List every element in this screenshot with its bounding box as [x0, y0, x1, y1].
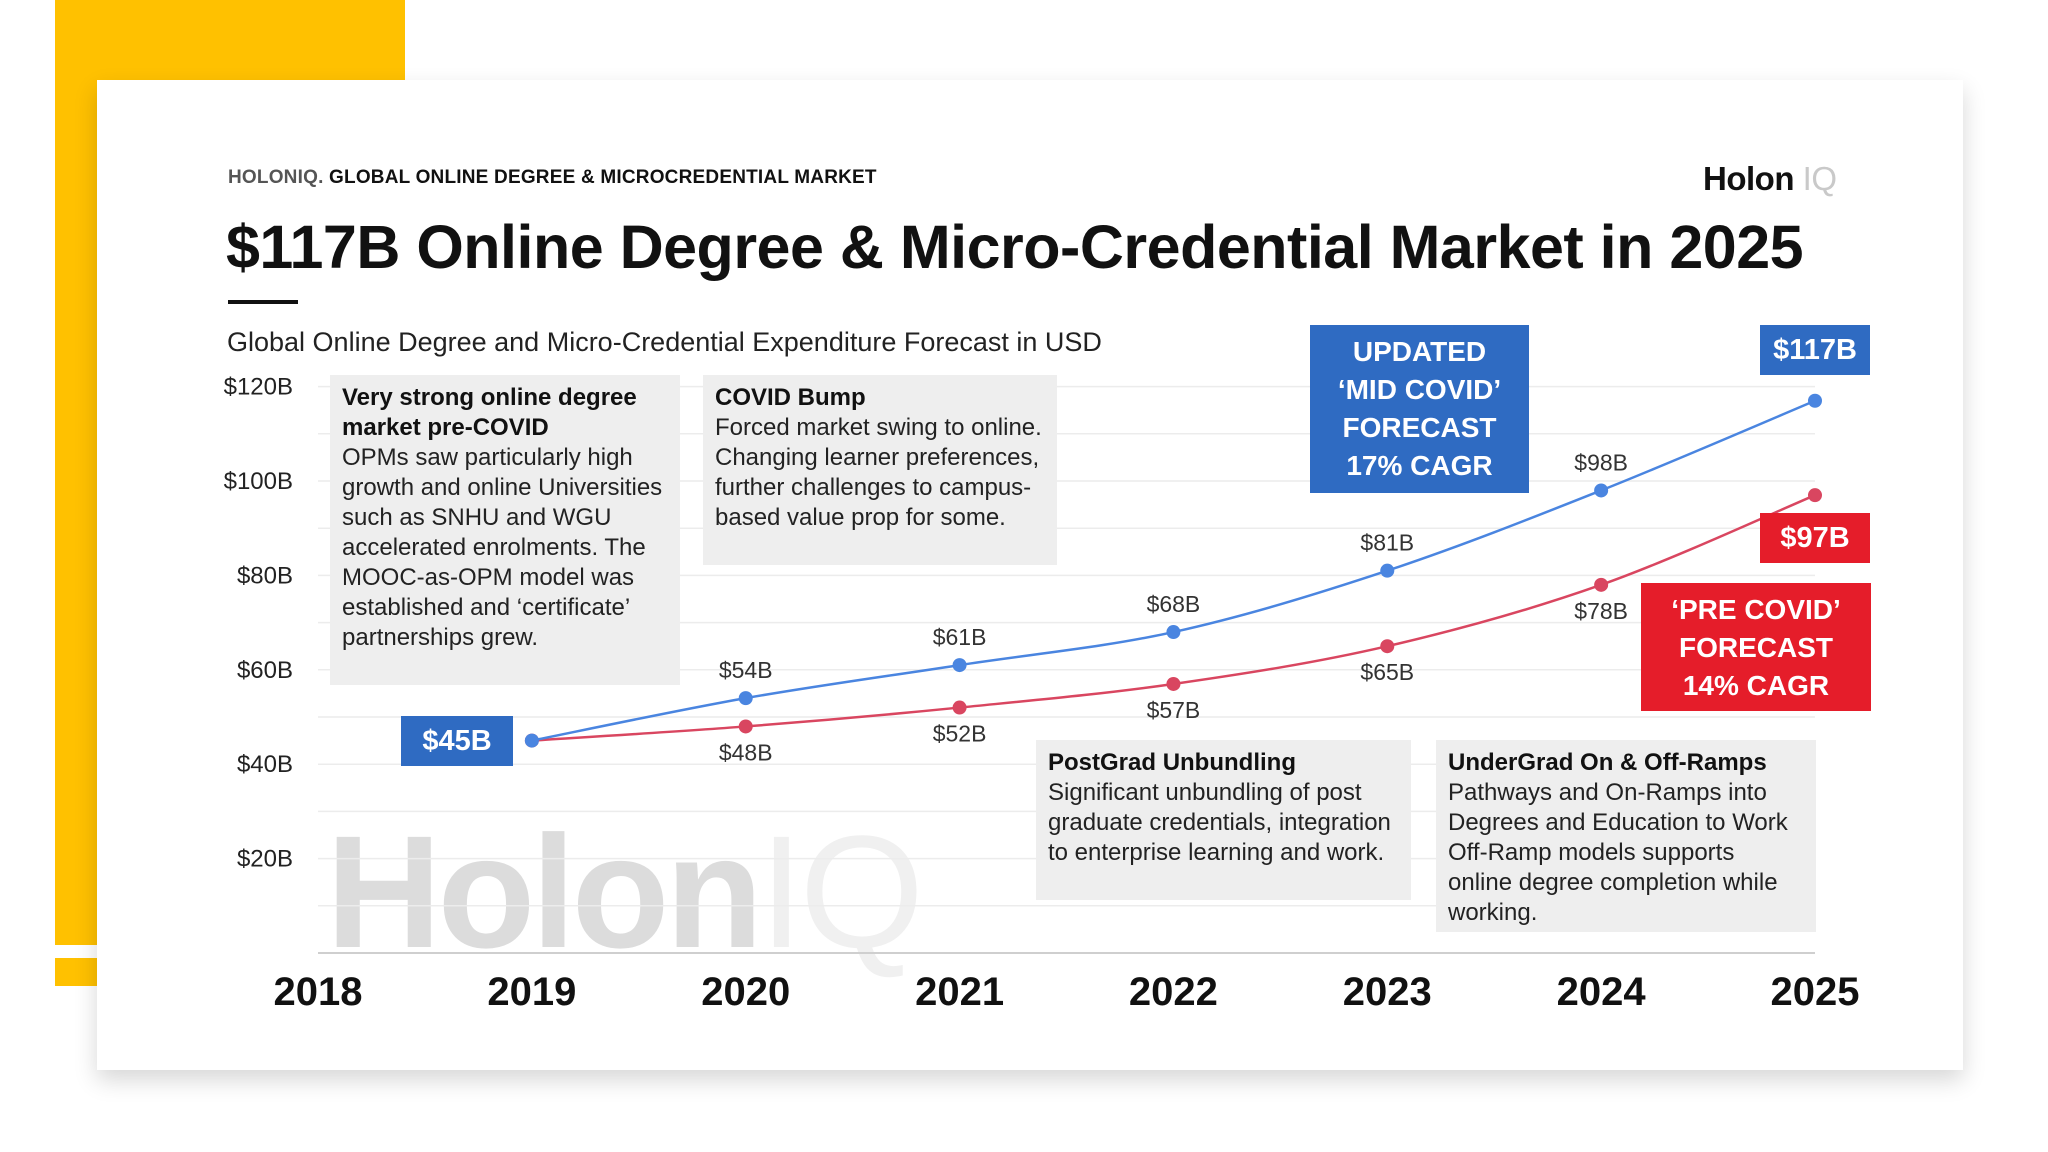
- pre-covid-point: [1166, 676, 1181, 691]
- yellow-accent-top: [55, 0, 405, 80]
- start-value-tag: $45B: [401, 716, 513, 766]
- pre-covid-data-label: $78B: [1574, 598, 1628, 624]
- note-body: OPMs saw particularly high growth and on…: [342, 444, 663, 651]
- y-tick-label: $40B: [237, 751, 293, 778]
- pre-covid-line: ‘PRE COVID’: [1671, 594, 1841, 625]
- mid-covid-data-label: $98B: [1574, 449, 1628, 475]
- y-tick-label: $80B: [237, 562, 293, 589]
- page-title: $117B Online Degree & Micro-Credential M…: [226, 213, 1804, 281]
- mid-covid-point: [524, 733, 539, 748]
- pre-covid-line: FORECAST: [1679, 632, 1833, 663]
- y-tick-label: $60B: [237, 657, 293, 684]
- mid-covid-forecast-box: UPDATED ‘MID COVID’ FORECAST 17% CAGR: [1310, 325, 1529, 493]
- kicker-brand: HOLONIQ.: [228, 167, 324, 188]
- x-tick-label: 2024: [1557, 970, 1647, 1014]
- watermark-logo: HolonIQ: [326, 800, 924, 984]
- pre-covid-point: [738, 719, 753, 734]
- note-title: Very strong online degree market pre-COV…: [342, 384, 637, 441]
- x-tick-label: 2021: [915, 970, 1004, 1014]
- note-pre-covid: Very strong online degree market pre-COV…: [330, 375, 680, 685]
- note-covid-bump: COVID Bump Forced market swing to online…: [703, 375, 1057, 565]
- y-tick-label: $120B: [224, 374, 293, 401]
- pre-covid-point: [1380, 639, 1395, 654]
- watermark-main: Holon: [326, 802, 763, 981]
- y-tick-label: $100B: [224, 468, 293, 495]
- mid-covid-data-label: $61B: [933, 624, 987, 650]
- mid-covid-line: UPDATED: [1352, 336, 1487, 367]
- logo-iq: IQ: [1802, 160, 1837, 197]
- kicker-text: GLOBAL ONLINE DEGREE & MICROCREDENTIAL M…: [329, 167, 877, 188]
- pre-covid-data-label: $57B: [1147, 697, 1201, 723]
- note-undergrad-ramps: UnderGrad On & Off-Ramps Pathways and On…: [1436, 740, 1816, 932]
- holoniq-logo: Holon IQ: [1703, 160, 1837, 198]
- x-tick-label: 2018: [274, 970, 363, 1014]
- x-tick-label: 2023: [1343, 970, 1432, 1014]
- note-title: UnderGrad On & Off-Ramps: [1448, 749, 1767, 776]
- mid-covid-data-label: $54B: [719, 657, 773, 683]
- mid-covid-point: [1594, 483, 1609, 498]
- mid-covid-point: [738, 691, 753, 706]
- pre-covid-forecast-box: ‘PRE COVID’ FORECAST 14% CAGR: [1641, 583, 1871, 711]
- x-tick-label: 2022: [1129, 970, 1218, 1014]
- note-title: PostGrad Unbundling: [1048, 749, 1296, 776]
- mid-covid-data-label: $68B: [1147, 591, 1201, 617]
- note-body: Pathways and On-Ramps into Degrees and E…: [1448, 779, 1788, 926]
- y-tick-label: $20B: [237, 846, 293, 873]
- pre-covid-point: [952, 700, 967, 715]
- pre-covid-point: [1807, 488, 1822, 503]
- x-tick-label: 2025: [1771, 970, 1860, 1014]
- note-body: Significant unbundling of post graduate …: [1048, 779, 1391, 866]
- note-body: Forced market swing to online. Changing …: [715, 414, 1042, 531]
- mid-covid-point: [1380, 563, 1395, 578]
- chart-subtitle: Global Online Degree and Micro-Credentia…: [227, 327, 1102, 357]
- watermark-iq: IQ: [759, 802, 924, 981]
- mid-covid-point: [1807, 393, 1822, 408]
- kicker: HOLONIQ. GLOBAL ONLINE DEGREE & MICROCRE…: [228, 167, 877, 189]
- pre-covid-data-label: $52B: [933, 721, 987, 747]
- pre-end-value-tag: $97B: [1760, 513, 1870, 563]
- mid-covid-line: 17% CAGR: [1346, 450, 1493, 481]
- x-tick-label: 2020: [701, 970, 790, 1014]
- x-tick-label: 2019: [487, 970, 576, 1014]
- note-title: COVID Bump: [715, 384, 866, 411]
- mid-end-value-tag: $117B: [1760, 325, 1870, 375]
- title-underline: [228, 300, 298, 304]
- logo-main: Holon: [1703, 160, 1794, 197]
- pre-covid-data-label: $65B: [1360, 659, 1414, 685]
- pre-covid-line: 14% CAGR: [1682, 670, 1830, 701]
- mid-covid-point: [1166, 625, 1181, 640]
- pre-covid-data-label: $48B: [719, 739, 773, 765]
- yellow-accent-foot: [55, 958, 97, 986]
- mid-covid-data-label: $81B: [1360, 530, 1414, 556]
- yellow-accent-left: [55, 0, 97, 945]
- mid-covid-point: [952, 658, 967, 673]
- note-postgrad-unbundling: PostGrad Unbundling Significant unbundli…: [1036, 740, 1411, 900]
- mid-covid-line: FORECAST: [1342, 412, 1497, 443]
- mid-covid-line: ‘MID COVID’: [1337, 374, 1502, 405]
- pre-covid-point: [1594, 577, 1609, 592]
